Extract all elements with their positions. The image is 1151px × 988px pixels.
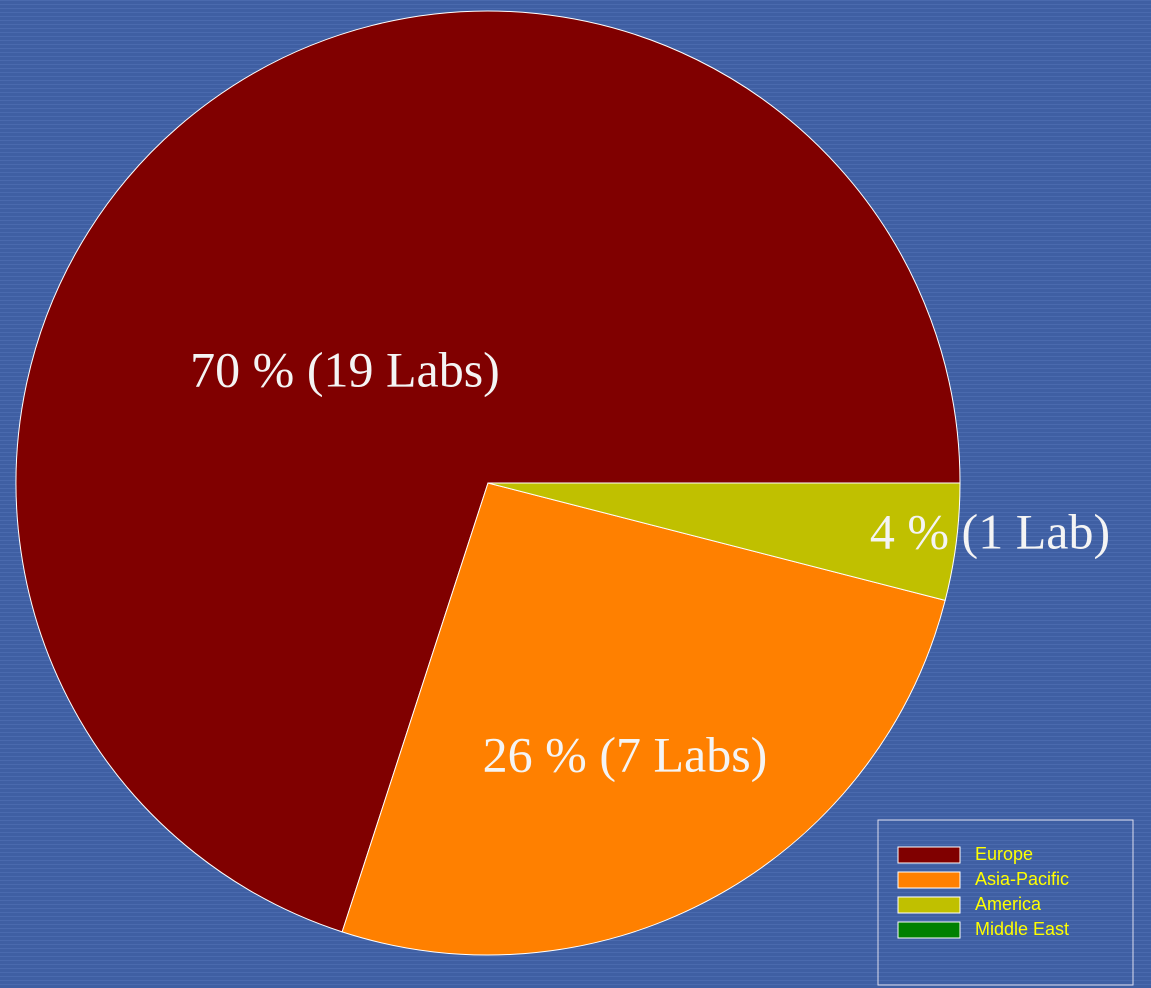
- legend-swatch: [897, 921, 961, 939]
- slice-label: 70 % (19 Labs): [190, 341, 500, 397]
- slice-label: 26 % (7 Labs): [483, 726, 768, 782]
- legend-swatch: [897, 896, 961, 914]
- legend-box: [877, 819, 1134, 986]
- legend-label: Asia-Pacific: [975, 869, 1069, 889]
- legend-label: America: [975, 894, 1042, 914]
- legend-swatch: [897, 871, 961, 889]
- pie-slice: [341, 482, 946, 956]
- pie-slice: [487, 482, 961, 601]
- legend-label: Europe: [975, 844, 1033, 864]
- legend-label: Middle East: [975, 919, 1069, 939]
- slice-label: 4 % (1 Lab): [870, 503, 1110, 559]
- legend-swatch: [897, 846, 961, 864]
- pie-slice: [15, 10, 961, 933]
